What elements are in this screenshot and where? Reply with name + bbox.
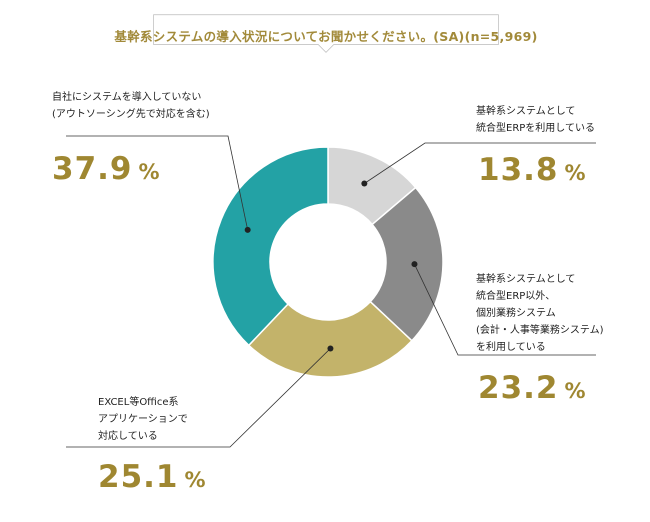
leader-dot-2 xyxy=(411,261,418,268)
slice-percentage-3: 25.1% xyxy=(98,459,207,495)
slice-label-line: 自社にシステムを導入していない xyxy=(52,92,202,103)
leader-dot-3 xyxy=(327,345,334,352)
slice-label-line: 個別業務システム xyxy=(476,308,556,319)
slice-label-1: 基幹系システムとして統合型ERPを利用している xyxy=(476,103,595,137)
percentage-unit: % xyxy=(184,468,207,492)
donut-slice-2 xyxy=(369,186,444,342)
slice-percentage-4: 37.9% xyxy=(52,151,161,187)
slice-label-line: 統合型ERP以外、 xyxy=(476,291,556,302)
slice-label-3: EXCEL等Office系 アプリケーションで 対応している xyxy=(98,394,188,445)
leader-line-4 xyxy=(66,135,249,230)
slice-label-line: EXCEL等Office系 xyxy=(98,397,179,408)
slice-label-line: を利用している xyxy=(476,342,546,353)
donut-slice-3 xyxy=(247,300,413,378)
slice-label-line: (会計・人事等業務システム) xyxy=(476,325,604,336)
leader-dot-1 xyxy=(361,180,368,187)
percentage-unit: % xyxy=(138,160,161,184)
leader-line-3 xyxy=(66,348,331,448)
percentage-unit: % xyxy=(564,379,587,403)
donut-slice-4 xyxy=(212,146,329,347)
slice-label-line: 基幹系システムとして xyxy=(476,274,576,285)
slice-percentage-1: 13.8% xyxy=(478,152,587,188)
slice-label-line: アプリケーションで xyxy=(98,414,188,425)
percentage-value: 25.1 xyxy=(98,459,179,495)
title-bubble xyxy=(153,14,499,53)
percentage-value: 13.8 xyxy=(478,152,559,188)
slice-label-line: 対応している xyxy=(98,431,158,442)
chart-title: 基幹系システムの導入状況についてお聞かせください。(SA)(n=5,969) xyxy=(114,29,538,44)
slice-label-line: 統合型ERPを利用している xyxy=(476,123,595,134)
leader-dot-4 xyxy=(244,226,251,233)
slice-label-line: (アウトソーシング先で対応を含む) xyxy=(52,109,210,120)
percentage-value: 23.2 xyxy=(478,370,559,406)
slice-label-line: 基幹系システムとして xyxy=(476,106,576,117)
slice-label-2: 基幹系システムとして 統合型ERP以外、 個別業務システム (会計・人事等業務システム… xyxy=(476,271,604,356)
leader-line-1 xyxy=(364,142,596,184)
slice-percentage-2: 23.2% xyxy=(478,370,587,406)
slice-label-4: 自社にシステムを導入していない (アウトソーシング先で対応を含む) xyxy=(52,89,210,123)
leader-line-2 xyxy=(414,264,596,356)
percentage-value: 37.9 xyxy=(52,151,133,187)
percentage-unit: % xyxy=(564,161,587,185)
